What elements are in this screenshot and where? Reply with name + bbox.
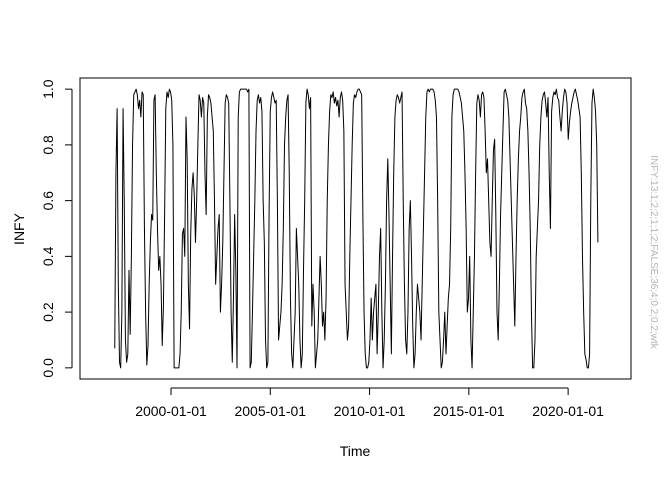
x-tick-label: 2010-01-01 (334, 403, 406, 419)
y-axis: 0.0 0.2 0.4 0.6 0.8 1.0 (40, 79, 73, 378)
y-tick-label: 0.2 (40, 302, 56, 322)
x-tick-label: 2000-01-01 (135, 403, 207, 419)
y-axis-title: INFY (11, 212, 27, 245)
x-axis: 2000-01-01 2005-01-01 2010-01-01 2015-01-01… (135, 387, 604, 419)
y-tick-label: 0.0 (40, 358, 56, 378)
x-axis-title: Time (340, 443, 371, 459)
y-tick-label: 1.0 (40, 79, 56, 99)
x-tick-label: 2005-01-01 (234, 403, 306, 419)
y-tick-label: 0.8 (40, 135, 56, 155)
plot-frame (79, 77, 632, 380)
x-tick-label: 2020-01-01 (532, 403, 604, 419)
series-line-infy (114, 88, 599, 369)
y-tick-label: 0.6 (40, 191, 56, 211)
x-tick-label: 2015-01-01 (433, 403, 505, 419)
y-tick-label: 0.4 (40, 246, 56, 266)
side-note: INFY:13:1;2;2;1;1;2;FALSE;36;4;0.2;0.2;w… (648, 155, 659, 349)
